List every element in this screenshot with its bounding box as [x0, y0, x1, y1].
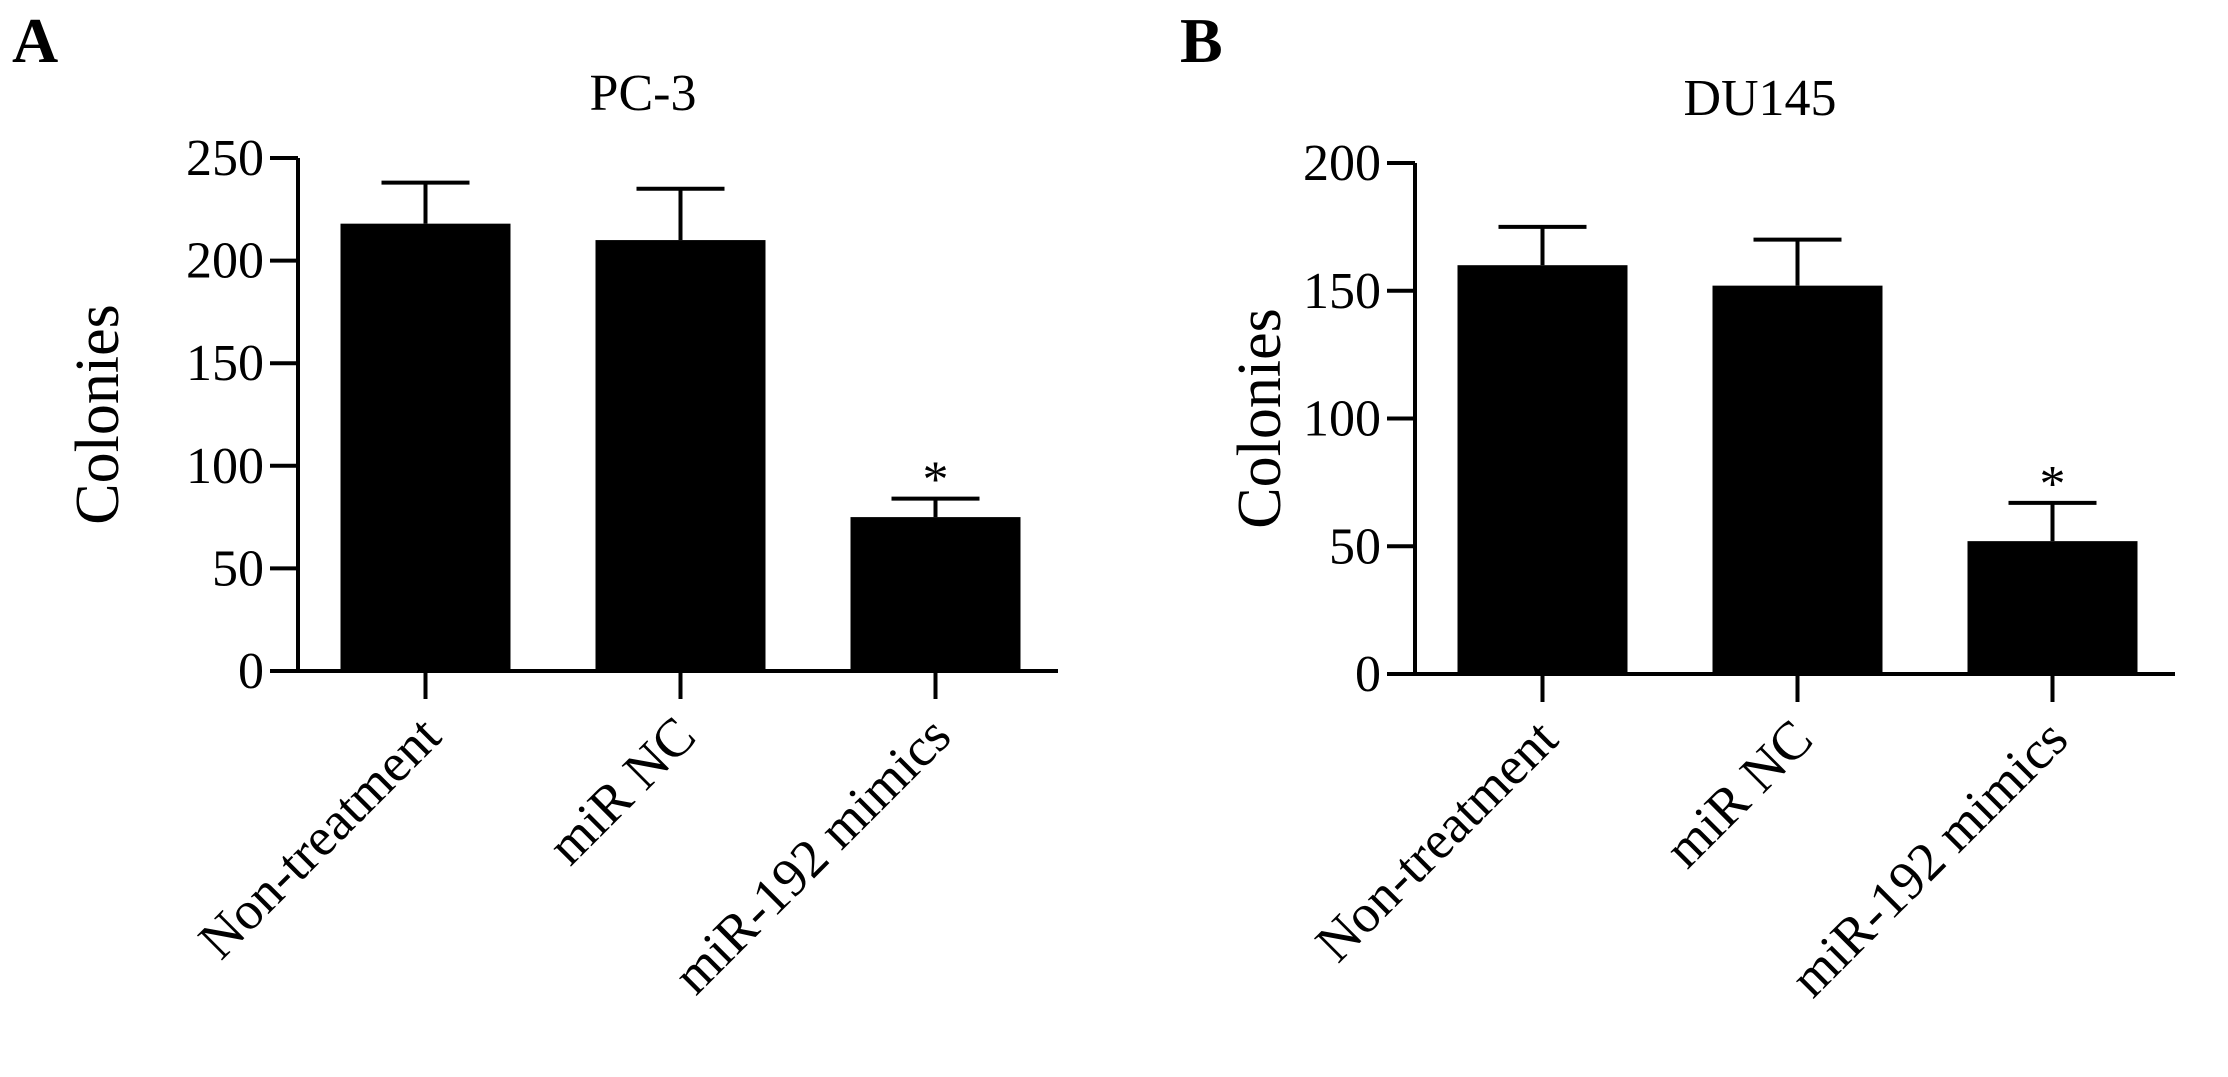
bar	[340, 223, 511, 671]
y-tick-label: 200	[1303, 135, 1381, 192]
y-tick-label: 50	[212, 540, 264, 597]
y-tick-label: 250	[186, 130, 264, 187]
y-tick-label: 100	[1303, 391, 1381, 448]
panel-letter-b: B	[1180, 5, 1223, 76]
x-tick-label: miR-192 mimics	[662, 705, 962, 1005]
y-tick-label: 0	[1355, 646, 1381, 703]
bar	[595, 240, 766, 671]
bar	[1457, 265, 1628, 674]
x-tick-label: miR NC	[536, 705, 707, 876]
chart-panel-du145: DU145 Colonies 0 50 100 150 200 Non-treatment…	[1226, 70, 2175, 1008]
chart-title: DU145	[1683, 70, 1836, 127]
y-tick-label: 0	[238, 643, 264, 700]
y-tick-label: 150	[186, 335, 264, 392]
y-tick-label: 100	[186, 438, 264, 495]
bar	[850, 517, 1021, 671]
x-tick-label: Non-treatment	[187, 705, 452, 970]
y-tick-label: 50	[1329, 518, 1381, 575]
bar	[1712, 285, 1883, 674]
bar	[1967, 541, 2138, 674]
y-axis-label: Colonies	[64, 304, 132, 524]
significance-mark: *	[2040, 456, 2066, 513]
x-tick-label: Non-treatment	[1304, 708, 1569, 973]
chart-title: PC-3	[590, 65, 697, 122]
panel-letter-a: A	[12, 5, 58, 76]
x-tick-label: miR-192 mimics	[1779, 708, 2079, 1008]
y-tick-label: 150	[1303, 263, 1381, 320]
x-tick-label: miR NC	[1653, 708, 1824, 879]
y-tick-label: 200	[186, 233, 264, 290]
chart-panel-pc3: PC-3 Colonies 0 50 100 150 200 250 Non-treatme…	[64, 65, 1058, 1005]
significance-mark: *	[923, 452, 949, 509]
y-axis-label: Colonies	[1226, 308, 1294, 528]
